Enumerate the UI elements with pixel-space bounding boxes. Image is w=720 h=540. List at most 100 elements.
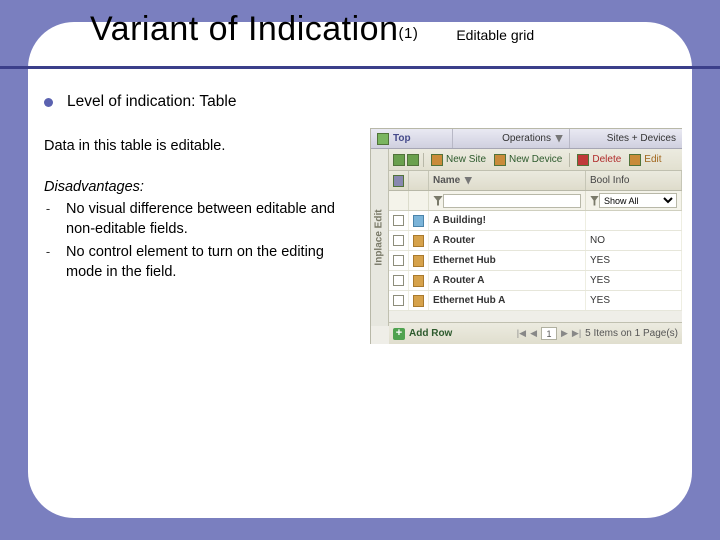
- edit-icon: [629, 154, 641, 166]
- row-name-cell[interactable]: A Building!: [429, 211, 586, 230]
- disadvantage-item: - No visual difference between editable …: [44, 200, 354, 239]
- row-checkbox[interactable]: [393, 215, 404, 226]
- forward-icon[interactable]: [407, 154, 419, 166]
- sort-desc-icon: [464, 177, 472, 185]
- title-underline: [0, 66, 720, 69]
- bullet-dot-icon: [44, 98, 53, 107]
- new-device-button[interactable]: New Device: [491, 153, 565, 167]
- row-name-cell[interactable]: Ethernet Hub A: [429, 291, 586, 310]
- row-checkbox[interactable]: [393, 275, 404, 286]
- row-menu-icon[interactable]: [393, 175, 404, 187]
- row-bool-cell[interactable]: YES: [586, 271, 682, 290]
- filter-bool-select[interactable]: Show All: [599, 193, 677, 208]
- disadvantage-text: No visual difference between editable an…: [66, 200, 354, 239]
- row-bool-cell[interactable]: YES: [586, 251, 682, 270]
- table-row[interactable]: Ethernet HubYES: [389, 251, 682, 271]
- back-icon[interactable]: [393, 154, 405, 166]
- delete-label: Delete: [592, 154, 621, 165]
- header-name[interactable]: Name: [429, 171, 586, 190]
- paragraph: Data in this table is editable.: [44, 137, 354, 157]
- row-checkbox-cell: [389, 291, 409, 310]
- new-site-icon: [431, 154, 443, 166]
- row-name-cell[interactable]: A Router: [429, 231, 586, 250]
- sites-devices-breadcrumb[interactable]: Sites + Devices: [570, 129, 682, 148]
- row-icon-cell: [409, 251, 429, 270]
- row-icon-cell: [409, 271, 429, 290]
- table-filter-row: Show All: [389, 191, 682, 211]
- delete-icon: [577, 154, 589, 166]
- panel-body: New Site New Device Delete Edit Name: [389, 149, 682, 344]
- row-name-cell[interactable]: A Router A: [429, 271, 586, 290]
- row-icon-cell: [409, 231, 429, 250]
- table-row[interactable]: A Router AYES: [389, 271, 682, 291]
- pager-last-icon[interactable]: ▶|: [572, 328, 581, 339]
- operations-menu[interactable]: Operations: [453, 129, 570, 148]
- breadcrumb-top[interactable]: Top: [371, 129, 453, 148]
- device-icon: [413, 295, 424, 307]
- new-site-label: New Site: [446, 154, 486, 165]
- side-tab-label: Inplace Edit: [374, 209, 385, 265]
- content-left: Level of indication: Table Data in this …: [44, 92, 354, 286]
- row-bool-cell[interactable]: YES: [586, 291, 682, 310]
- row-icon-cell: [409, 291, 429, 310]
- edit-label: Edit: [644, 154, 661, 165]
- building-icon: [413, 215, 424, 227]
- table-body: A Building!A RouterNOEthernet HubYESA Ro…: [389, 211, 682, 311]
- edit-button[interactable]: Edit: [626, 153, 664, 167]
- dash-icon: -: [44, 243, 52, 282]
- pager-page-input[interactable]: 1: [541, 327, 557, 340]
- new-device-icon: [494, 154, 506, 166]
- side-tab-inplace-edit[interactable]: Inplace Edit: [371, 149, 389, 326]
- panel-top-bar: Top Operations Sites + Devices: [371, 129, 682, 149]
- operations-label: Operations: [502, 133, 551, 144]
- row-checkbox[interactable]: [393, 235, 404, 246]
- filter-checkbox-cell: [389, 191, 409, 210]
- table-header-row: Name Bool Info: [389, 171, 682, 191]
- table-row[interactable]: Ethernet Hub AYES: [389, 291, 682, 311]
- new-device-label: New Device: [509, 154, 562, 165]
- header-bool-label: Bool Info: [590, 175, 629, 186]
- new-site-button[interactable]: New Site: [428, 153, 489, 167]
- filter-name-cell: [429, 191, 586, 210]
- header-bool[interactable]: Bool Info: [586, 171, 682, 190]
- pager-first-icon[interactable]: |◀: [517, 328, 526, 339]
- breadcrumb-top-label: Top: [393, 133, 411, 144]
- plus-icon: +: [393, 328, 405, 340]
- bullet-text: Level of indication: Table: [67, 92, 236, 113]
- pager-prev-icon[interactable]: ◀: [530, 328, 537, 339]
- row-checkbox-cell: [389, 211, 409, 230]
- funnel-icon[interactable]: [590, 196, 599, 206]
- header-checkbox-cell: [389, 171, 409, 190]
- filter-bool-cell: Show All: [586, 191, 682, 210]
- table-row[interactable]: A RouterNO: [389, 231, 682, 251]
- filter-name-input[interactable]: [443, 194, 581, 208]
- device-icon: [413, 235, 424, 247]
- up-icon: [377, 133, 389, 145]
- pager-summary: 5 Items on 1 Page(s): [585, 328, 678, 339]
- add-row-button[interactable]: + Add Row: [393, 328, 452, 340]
- funnel-icon[interactable]: [433, 196, 443, 206]
- table-row[interactable]: A Building!: [389, 211, 682, 231]
- row-icon-cell: [409, 211, 429, 230]
- row-checkbox[interactable]: [393, 255, 404, 266]
- row-bool-cell[interactable]: NO: [586, 231, 682, 250]
- filter-icon-cell: [409, 191, 429, 210]
- row-checkbox-cell: [389, 231, 409, 250]
- add-row-label: Add Row: [409, 328, 452, 339]
- disadvantages-label: Disadvantages:: [44, 178, 354, 198]
- table-footer: + Add Row |◀ ◀ 1 ▶ ▶| 5 Items on 1 Page(…: [389, 322, 682, 344]
- sites-devices-label: Sites + Devices: [607, 133, 676, 144]
- title-row: Variant of Indication(1) Editable grid: [90, 10, 670, 49]
- row-checkbox-cell: [389, 251, 409, 270]
- toolbar: New Site New Device Delete Edit: [389, 149, 682, 171]
- row-bool-cell[interactable]: [586, 211, 682, 230]
- header-name-label: Name: [433, 175, 460, 186]
- row-checkbox-cell: [389, 271, 409, 290]
- toolbar-divider: [423, 153, 424, 167]
- pager-next-icon[interactable]: ▶: [561, 328, 568, 339]
- pager: |◀ ◀ 1 ▶ ▶| 5 Items on 1 Page(s): [517, 327, 678, 340]
- app-panel: Top Operations Sites + Devices Inplace E…: [370, 128, 682, 344]
- row-name-cell[interactable]: Ethernet Hub: [429, 251, 586, 270]
- row-checkbox[interactable]: [393, 295, 404, 306]
- delete-button[interactable]: Delete: [574, 153, 624, 167]
